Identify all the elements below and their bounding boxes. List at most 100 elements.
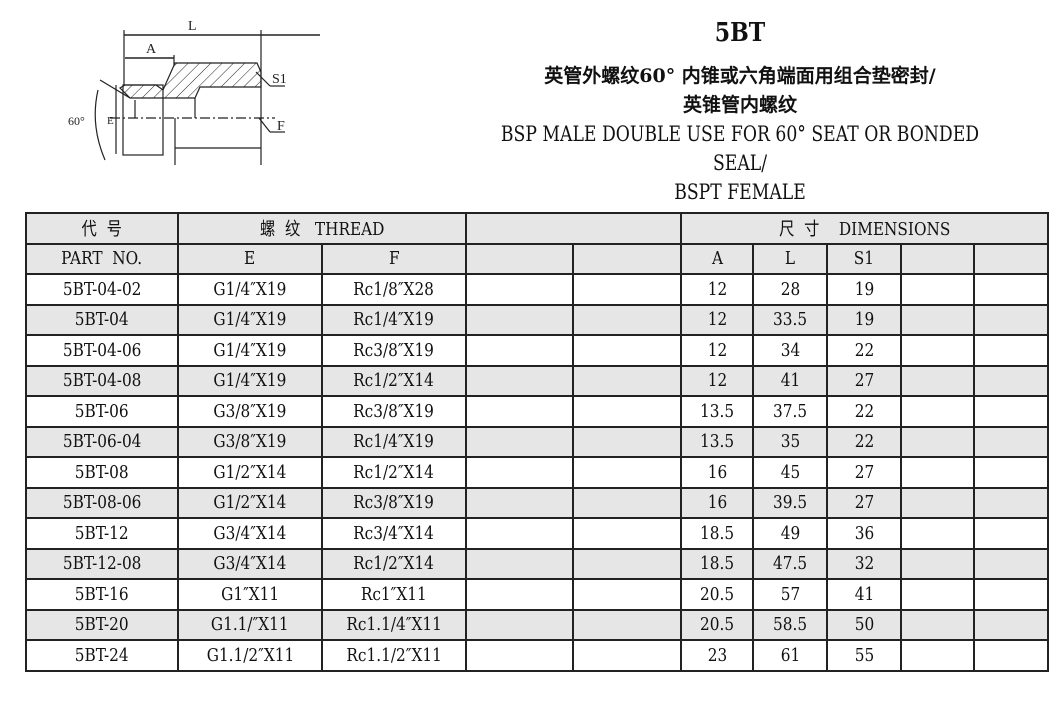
- cell-text: Rc3/4″X14: [353, 522, 435, 544]
- header-F: F: [321, 242, 467, 275]
- cell-dim-s1: 36: [826, 517, 902, 550]
- title-cn-line2: 英锥管内螺纹: [682, 94, 797, 116]
- cell-dim-s1: 22: [826, 425, 902, 458]
- cell-text: 5BT-04-08: [62, 370, 142, 392]
- cell-dim-s1: 55: [826, 639, 902, 672]
- cell-dim-l: 57: [752, 578, 828, 611]
- cell-blank: [465, 517, 574, 550]
- cell-thread-f: Rc1/2″X14: [321, 547, 467, 580]
- cell-text: 23: [707, 644, 727, 666]
- header-A: A: [680, 242, 754, 275]
- cell-text: 5BT-20: [75, 614, 129, 636]
- cell-thread-f: Rc1.1/4″X11: [321, 608, 467, 641]
- cell-text: 5BT-12: [75, 522, 129, 544]
- cell-blank: [900, 456, 975, 489]
- cell-dim-a: 23: [680, 639, 754, 672]
- cell-text: 47.5: [772, 553, 808, 575]
- cell-text: 16: [707, 461, 727, 483]
- cell-text: 5BT-04: [75, 309, 129, 331]
- cell-blank: [465, 547, 574, 580]
- cell-dim-a: 12: [680, 303, 754, 336]
- cell-blank: [972, 547, 1050, 580]
- cell-text: 20.5: [699, 583, 735, 605]
- cell-thread-e: G1.1/″X11: [177, 608, 323, 641]
- cell-blank: [465, 303, 574, 336]
- cell-dim-l: 45: [752, 456, 828, 489]
- cell-text: 49: [780, 522, 800, 544]
- cell-part-no: 5BT-08-06: [25, 486, 179, 519]
- cell-part-no: 5BT-04-06: [25, 334, 179, 367]
- cell-dim-a: 18.5: [680, 547, 754, 580]
- cell-blank: [972, 303, 1050, 336]
- cell-dim-a: 12: [680, 273, 754, 306]
- header-thread: 螺 纹 THREAD: [177, 212, 467, 245]
- cell-thread-f: Rc1″X11: [321, 578, 467, 611]
- cell-blank: [465, 639, 574, 672]
- header-code-cn: 代 号: [25, 212, 179, 245]
- cell-text: 5BT-16: [75, 583, 129, 605]
- cell-blank: [572, 456, 682, 489]
- cell-text: 41: [854, 583, 874, 605]
- cell-text: 27: [854, 492, 874, 514]
- cell-blank: [972, 425, 1050, 458]
- header-E: E: [177, 242, 323, 275]
- table-row: 5BT-16 G1″X11 Rc1″X11 20.5 57 41: [25, 578, 1050, 611]
- cell-blank: [465, 456, 574, 489]
- header-row-2: PART NO. E F A L S1: [25, 242, 1050, 275]
- cell-thread-f: Rc1/2″X14: [321, 364, 467, 397]
- header-blank: [972, 242, 1050, 275]
- cell-text: Rc1.1/4″X11: [346, 614, 442, 636]
- cell-thread-f: Rc1/4″X19: [321, 303, 467, 336]
- dim-label-F: F: [277, 119, 285, 134]
- cell-blank: [572, 547, 682, 580]
- cell-blank: [972, 578, 1050, 611]
- cell-blank: [972, 395, 1050, 428]
- cell-blank: [572, 608, 682, 641]
- cell-part-no: 5BT-04-02: [25, 273, 179, 306]
- cell-dim-l: 37.5: [752, 395, 828, 428]
- cell-text: Rc3/8″X19: [353, 400, 435, 422]
- cell-blank: [572, 303, 682, 336]
- cell-blank: [572, 364, 682, 397]
- cell-thread-e: G3/4″X14: [177, 517, 323, 550]
- cell-dim-a: 12: [680, 334, 754, 367]
- cell-text: G1/2″X14: [213, 461, 287, 483]
- cell-dim-l: 61: [752, 639, 828, 672]
- cell-text: 41: [780, 370, 800, 392]
- cell-dim-s1: 19: [826, 273, 902, 306]
- dim-label-E: E: [107, 115, 114, 127]
- cell-text: Rc3/8″X19: [353, 492, 435, 514]
- cell-dim-l: 41: [752, 364, 828, 397]
- cell-text: Rc3/8″X19: [353, 339, 435, 361]
- cell-blank: [572, 578, 682, 611]
- cell-text: 18.5: [699, 553, 735, 575]
- header-part-no: PART NO.: [25, 242, 179, 275]
- cell-blank: [972, 639, 1050, 672]
- cell-text: G1/2″X14: [213, 492, 287, 514]
- cell-thread-e: G1/4″X19: [177, 273, 323, 306]
- table-row: 5BT-04-06 G1/4″X19 Rc3/8″X19 12 34 22: [25, 334, 1050, 367]
- cell-thread-f: Rc3/8″X19: [321, 395, 467, 428]
- cell-blank: [972, 334, 1050, 367]
- cell-blank: [572, 273, 682, 306]
- cell-part-no: 5BT-20: [25, 608, 179, 641]
- table-row: 5BT-20 G1.1/″X11 Rc1.1/4″X11 20.5 58.5 50: [25, 608, 1050, 641]
- cell-blank: [900, 395, 975, 428]
- cell-dim-l: 28: [752, 273, 828, 306]
- cell-dim-s1: 22: [826, 334, 902, 367]
- cell-thread-e: G1/4″X19: [177, 364, 323, 397]
- cell-text: 28: [780, 278, 800, 300]
- cell-blank: [465, 578, 574, 611]
- cell-text: 13.5: [699, 431, 735, 453]
- spec-table: 代 号 螺 纹 THREAD 尺 寸 DIMENSIONS PART NO. E…: [25, 212, 1050, 672]
- cell-text: 13.5: [699, 400, 735, 422]
- cell-text: G1.1/″X11: [211, 614, 289, 636]
- cell-text: 32: [854, 553, 874, 575]
- cell-dim-a: 18.5: [680, 517, 754, 550]
- cell-text: G3/8″X19: [213, 400, 287, 422]
- header-dimensions: 尺 寸 DIMENSIONS: [679, 212, 1050, 245]
- cell-text: 37.5: [772, 400, 808, 422]
- cell-text: 5BT-06: [75, 400, 129, 422]
- cell-text: 45: [780, 461, 800, 483]
- cell-text: 58.5: [772, 614, 808, 636]
